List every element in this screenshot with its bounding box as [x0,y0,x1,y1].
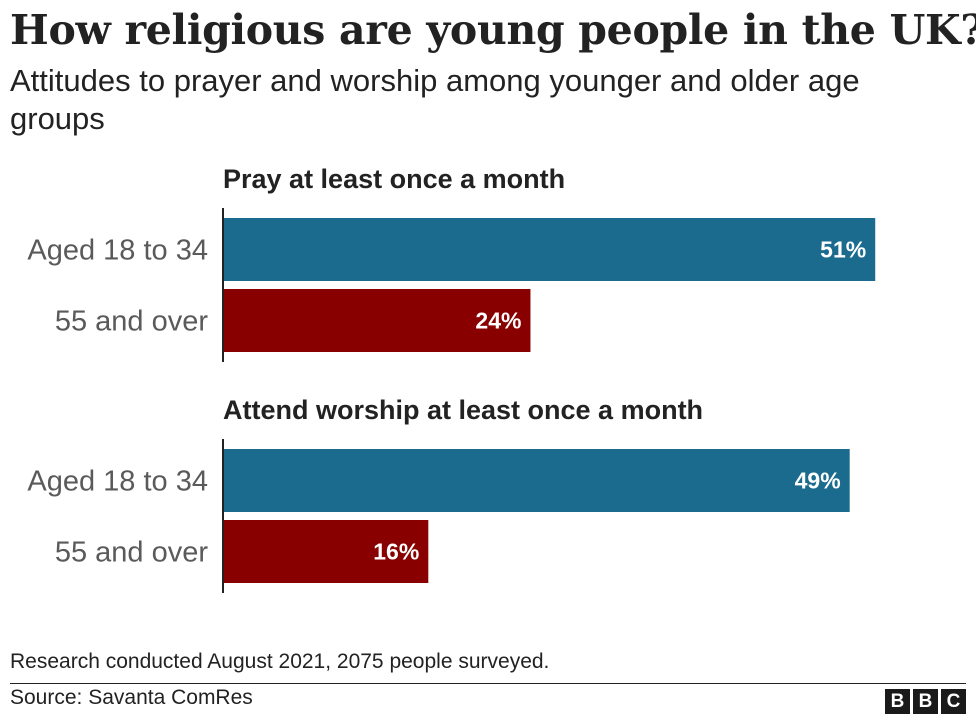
category-label: Aged 18 to 34 [27,466,208,498]
research-note: Research conducted August 2021, 2075 peo… [10,650,550,673]
category-label: 55 and over [55,537,209,569]
bbc-logo: B B C [885,689,966,714]
category-label: 55 and over [55,306,209,338]
chart-subtitle: Attitudes to prayer and worship among yo… [10,63,860,136]
data-label: 24% [475,308,521,334]
source-text: Source: Savanta ComRes [10,686,253,709]
bar [224,218,876,281]
bbc-logo-letter: C [941,689,966,714]
bar-chart: Pray at least once a month Aged 18 to 34 5… [27,164,876,593]
bar [224,449,850,512]
bbc-logo-letter: B [913,689,938,714]
bar [224,289,531,352]
data-label: 16% [373,539,419,565]
panel-title: Attend worship at least once a month [223,395,703,425]
data-label: 49% [795,468,841,494]
data-label: 51% [820,237,866,263]
panel-title: Pray at least once a month [223,164,565,194]
bar [224,520,429,583]
category-label: Aged 18 to 34 [27,235,208,267]
footer-divider [10,683,966,684]
chart-title: How religious are young people in the UK… [10,6,976,54]
bbc-logo-letter: B [885,689,910,714]
